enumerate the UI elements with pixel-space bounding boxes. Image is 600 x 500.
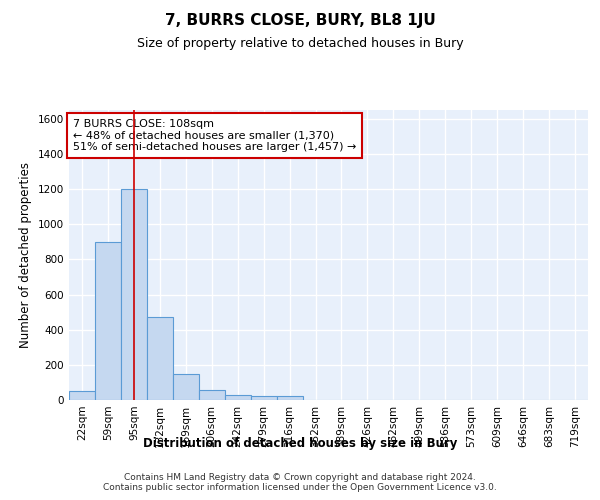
Text: Size of property relative to detached houses in Bury: Size of property relative to detached ho… <box>137 38 463 51</box>
Bar <box>173 374 199 400</box>
Text: 7, BURRS CLOSE, BURY, BL8 1JU: 7, BURRS CLOSE, BURY, BL8 1JU <box>164 12 436 28</box>
Bar <box>225 394 251 400</box>
Bar <box>95 242 121 400</box>
Bar <box>147 318 173 400</box>
Text: Contains HM Land Registry data © Crown copyright and database right 2024.
Contai: Contains HM Land Registry data © Crown c… <box>103 472 497 492</box>
Bar <box>121 189 147 400</box>
Bar <box>251 396 277 400</box>
Bar <box>277 396 302 400</box>
Y-axis label: Number of detached properties: Number of detached properties <box>19 162 32 348</box>
Text: 7 BURRS CLOSE: 108sqm
← 48% of detached houses are smaller (1,370)
51% of semi-d: 7 BURRS CLOSE: 108sqm ← 48% of detached … <box>73 119 356 152</box>
Bar <box>199 390 224 400</box>
Bar <box>69 391 95 400</box>
Text: Distribution of detached houses by size in Bury: Distribution of detached houses by size … <box>143 438 457 450</box>
